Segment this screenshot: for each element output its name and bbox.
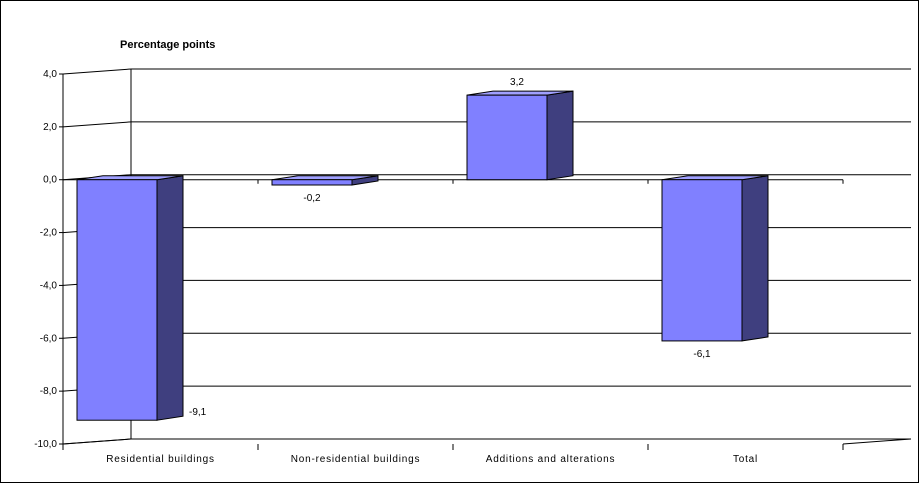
bar-front (466, 94, 548, 181)
gridline-diagonal (62, 68, 132, 75)
bar (466, 90, 574, 181)
y-tick-label: -8,0 (40, 386, 58, 397)
x-tick-label: Residential buildings (106, 454, 215, 465)
bar-side (546, 90, 574, 181)
bar-front (661, 179, 743, 342)
gridline-diagonal (62, 438, 132, 445)
bar-side (156, 175, 184, 421)
bar (76, 175, 184, 421)
floor-edge-right (842, 438, 912, 445)
x-tick-label: Non-residential buildings (291, 454, 421, 465)
y-tick-label: 0,0 (43, 175, 57, 186)
data-label: -6,1 (693, 349, 711, 360)
y-tick-label: 2,0 (43, 122, 57, 133)
chart-title: Percentage points (120, 39, 215, 51)
gridline-diagonal (62, 121, 132, 128)
bar (661, 175, 769, 342)
data-label: -0,2 (303, 193, 321, 204)
data-label: 3,2 (510, 77, 524, 88)
bar-front (76, 179, 158, 421)
y-tick-label: 4,0 (43, 69, 57, 80)
y-tick-label: -10,0 (34, 439, 57, 450)
x-tick-label: Additions and alterations (486, 454, 616, 465)
bar (271, 175, 379, 186)
y-tick-label: -4,0 (40, 280, 58, 291)
bars (76, 90, 769, 421)
data-label: -9,1 (189, 407, 207, 418)
y-tick-label: -2,0 (40, 228, 58, 239)
labels: Residential buildings Non-residential bui… (106, 77, 758, 465)
bar-front (271, 179, 353, 186)
y-tick-label: -6,0 (40, 333, 58, 344)
bar-side (741, 175, 769, 342)
x-tick-label: Total (733, 454, 758, 465)
